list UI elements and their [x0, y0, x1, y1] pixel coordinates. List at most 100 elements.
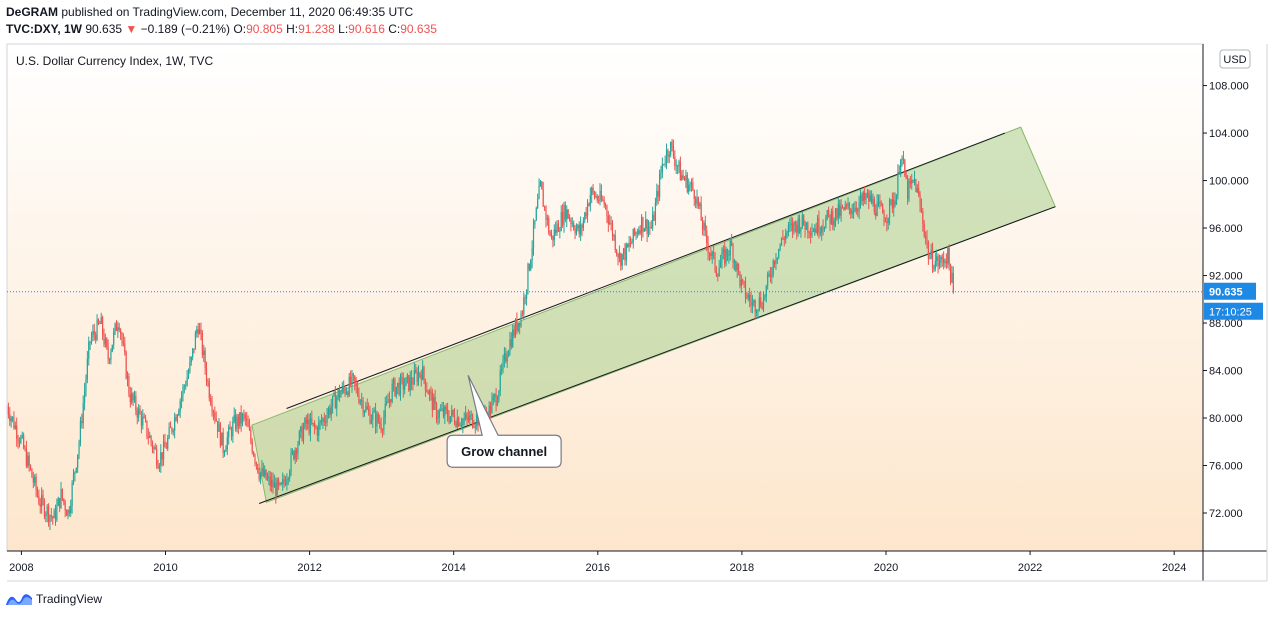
candle-body	[133, 395, 136, 401]
candle	[823, 226, 826, 232]
candle-body	[546, 218, 548, 220]
y-tick-label: 80.000	[1209, 413, 1243, 425]
candle	[930, 243, 932, 260]
candle	[875, 204, 877, 220]
candle-body	[610, 222, 612, 224]
candle	[604, 202, 607, 210]
candle-body	[150, 436, 152, 443]
candle-body	[797, 218, 799, 233]
candle	[520, 310, 522, 328]
candle	[250, 426, 252, 445]
candle-body	[29, 465, 32, 470]
candle	[406, 373, 409, 384]
candle	[248, 418, 251, 431]
candle-body	[18, 440, 21, 443]
candle	[834, 207, 837, 228]
candle-body	[627, 243, 629, 247]
author-name[interactable]: DeGRAM	[6, 5, 59, 19]
candle-body	[711, 252, 713, 257]
candle-body	[773, 260, 776, 265]
candle	[469, 411, 471, 427]
candle-body	[427, 391, 429, 395]
candle-body	[154, 447, 156, 449]
candle-body	[391, 384, 393, 402]
candle-body	[315, 427, 317, 429]
candle	[38, 489, 40, 506]
last-price-tag[interactable]	[1204, 282, 1256, 300]
candle-body	[395, 386, 397, 396]
candle	[108, 357, 111, 365]
candle	[606, 204, 608, 223]
candle	[733, 258, 736, 271]
candle	[113, 327, 115, 350]
candle-body	[235, 414, 237, 430]
symbol-label[interactable]: TVC:DXY, 1W	[6, 22, 83, 36]
candle-body	[268, 476, 270, 478]
candle	[318, 416, 320, 442]
candle-body	[599, 190, 601, 202]
candle-body	[257, 464, 259, 473]
candle-body	[815, 228, 817, 233]
candle-body	[240, 412, 242, 424]
candle-body	[568, 218, 571, 220]
candle	[336, 395, 338, 417]
open-value: 90.805	[246, 22, 283, 36]
candle-body	[740, 279, 742, 287]
candle-body	[47, 506, 50, 522]
candle-body	[448, 417, 450, 423]
candle	[491, 392, 493, 414]
channel-lower-line[interactable]	[258, 206, 1056, 504]
candle	[808, 230, 810, 239]
candle-body	[580, 224, 582, 235]
currency-label: USD	[1223, 54, 1246, 66]
candle-body	[658, 174, 661, 197]
candle	[708, 252, 711, 262]
channel-upper-line[interactable]	[286, 132, 1006, 409]
candle-body	[499, 370, 501, 392]
candle	[458, 416, 460, 427]
candle-body	[841, 206, 844, 208]
candle-body	[552, 235, 554, 241]
candle-body	[578, 224, 580, 235]
low-label: L:	[338, 22, 349, 36]
candle	[327, 406, 330, 419]
candle-body	[361, 400, 363, 402]
candle-body	[297, 444, 299, 455]
candle	[214, 406, 216, 424]
tradingview-footer[interactable]: TradingView	[6, 592, 102, 606]
candle	[618, 245, 621, 263]
candle-body	[837, 204, 839, 219]
candle	[17, 434, 19, 449]
candle	[453, 407, 456, 426]
candle-body	[340, 392, 342, 398]
candle	[715, 265, 717, 278]
candle-body	[347, 392, 349, 396]
candle	[401, 372, 403, 385]
candle-body	[902, 158, 905, 160]
candle-body	[383, 417, 385, 431]
candle-body	[415, 370, 417, 373]
candle-body	[667, 150, 669, 157]
candle	[550, 229, 553, 240]
candle	[347, 390, 349, 398]
candle-body	[264, 469, 266, 476]
candle	[552, 235, 554, 248]
candle	[380, 417, 382, 434]
candle	[68, 505, 70, 517]
candle	[883, 209, 885, 226]
candle	[135, 391, 137, 416]
candle	[524, 294, 526, 305]
candle	[681, 170, 683, 181]
candle	[57, 496, 59, 507]
candle-body	[742, 279, 744, 282]
candle-body	[59, 498, 61, 508]
candle	[309, 412, 312, 442]
candle	[187, 368, 190, 380]
candle	[247, 415, 249, 428]
currency-badge[interactable]: USD	[1219, 49, 1251, 69]
candle-body	[884, 221, 887, 223]
callout-box[interactable]	[446, 375, 562, 468]
candle-body	[652, 214, 654, 228]
x-tick-label: 2014	[441, 562, 465, 574]
